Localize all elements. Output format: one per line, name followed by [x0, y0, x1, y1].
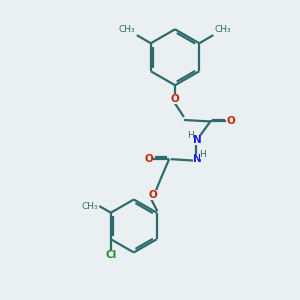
Text: Cl: Cl [105, 250, 116, 260]
Text: O: O [171, 94, 179, 104]
Text: N: N [193, 135, 202, 145]
Text: H: H [200, 150, 206, 159]
Text: CH₃: CH₃ [81, 202, 98, 211]
Text: CH₃: CH₃ [119, 25, 135, 34]
Text: O: O [148, 190, 157, 200]
Text: H: H [187, 131, 194, 140]
Text: O: O [226, 116, 235, 126]
Text: O: O [144, 154, 153, 164]
Text: CH₃: CH₃ [215, 25, 231, 34]
Text: N: N [193, 154, 202, 164]
